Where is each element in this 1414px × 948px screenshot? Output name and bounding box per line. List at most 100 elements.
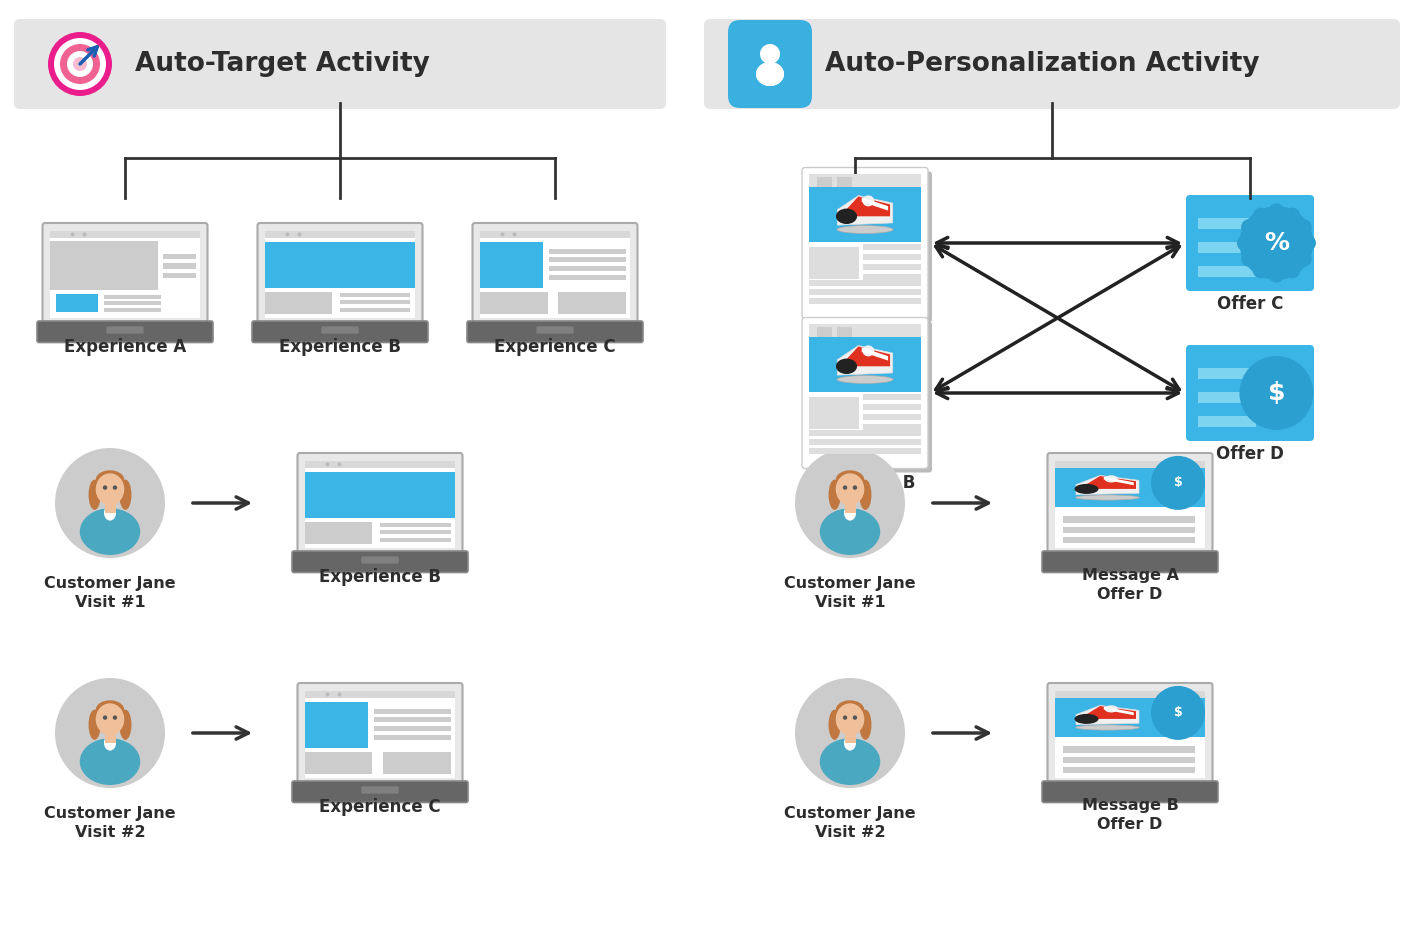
- Circle shape: [1295, 219, 1312, 235]
- FancyBboxPatch shape: [864, 404, 921, 410]
- FancyBboxPatch shape: [252, 321, 428, 342]
- FancyBboxPatch shape: [806, 172, 932, 322]
- FancyBboxPatch shape: [549, 275, 625, 280]
- Circle shape: [286, 232, 290, 236]
- FancyBboxPatch shape: [1062, 537, 1195, 543]
- Circle shape: [1253, 262, 1268, 279]
- Circle shape: [74, 57, 88, 71]
- Ellipse shape: [837, 226, 894, 233]
- FancyBboxPatch shape: [1062, 526, 1195, 533]
- FancyBboxPatch shape: [1186, 345, 1314, 441]
- FancyBboxPatch shape: [305, 461, 455, 468]
- FancyBboxPatch shape: [49, 241, 158, 290]
- FancyBboxPatch shape: [549, 258, 625, 263]
- Circle shape: [1240, 356, 1314, 430]
- Circle shape: [54, 38, 106, 90]
- Ellipse shape: [105, 505, 116, 520]
- Text: Auto-Target Activity: Auto-Target Activity: [134, 51, 430, 77]
- FancyBboxPatch shape: [472, 223, 638, 325]
- FancyBboxPatch shape: [373, 735, 451, 739]
- FancyBboxPatch shape: [339, 308, 410, 312]
- Text: $: $: [1174, 477, 1182, 489]
- Circle shape: [48, 32, 112, 96]
- Circle shape: [843, 716, 847, 720]
- Polygon shape: [861, 347, 888, 360]
- FancyBboxPatch shape: [536, 326, 574, 334]
- Polygon shape: [1076, 705, 1140, 724]
- FancyBboxPatch shape: [105, 732, 116, 743]
- Text: $: $: [1174, 706, 1182, 720]
- FancyBboxPatch shape: [105, 501, 116, 513]
- FancyBboxPatch shape: [293, 781, 468, 803]
- FancyBboxPatch shape: [305, 690, 455, 699]
- FancyBboxPatch shape: [42, 223, 208, 325]
- FancyBboxPatch shape: [809, 337, 921, 392]
- Text: Experience B: Experience B: [279, 338, 402, 356]
- Circle shape: [1284, 262, 1301, 279]
- Ellipse shape: [836, 473, 864, 505]
- Ellipse shape: [96, 701, 124, 720]
- Ellipse shape: [860, 480, 871, 510]
- FancyBboxPatch shape: [380, 531, 451, 535]
- Ellipse shape: [79, 738, 140, 785]
- Ellipse shape: [836, 209, 857, 224]
- Text: Message B
Offer D: Message B Offer D: [1082, 798, 1178, 831]
- Ellipse shape: [829, 710, 841, 739]
- Circle shape: [82, 232, 86, 236]
- Circle shape: [55, 448, 165, 558]
- Text: Message B: Message B: [814, 473, 915, 491]
- FancyBboxPatch shape: [479, 230, 631, 318]
- Circle shape: [71, 232, 75, 236]
- Circle shape: [501, 232, 505, 236]
- FancyBboxPatch shape: [105, 308, 161, 312]
- Circle shape: [113, 485, 117, 490]
- Ellipse shape: [96, 473, 124, 505]
- Ellipse shape: [844, 505, 855, 520]
- Circle shape: [103, 716, 107, 720]
- Circle shape: [512, 232, 516, 236]
- Polygon shape: [1079, 706, 1135, 719]
- Circle shape: [59, 44, 100, 84]
- Ellipse shape: [96, 703, 124, 736]
- Text: Experience C: Experience C: [320, 798, 441, 816]
- FancyBboxPatch shape: [1055, 690, 1205, 778]
- FancyBboxPatch shape: [549, 248, 625, 253]
- FancyBboxPatch shape: [1062, 516, 1195, 522]
- Circle shape: [103, 485, 107, 490]
- FancyBboxPatch shape: [837, 177, 853, 187]
- Ellipse shape: [829, 480, 841, 510]
- FancyBboxPatch shape: [380, 523, 451, 527]
- Ellipse shape: [837, 375, 894, 384]
- FancyBboxPatch shape: [1198, 218, 1256, 229]
- Circle shape: [1241, 219, 1257, 235]
- FancyBboxPatch shape: [1198, 392, 1256, 403]
- Ellipse shape: [1076, 495, 1140, 501]
- FancyBboxPatch shape: [704, 19, 1400, 109]
- FancyBboxPatch shape: [1042, 781, 1217, 803]
- Text: $: $: [1267, 381, 1285, 405]
- FancyBboxPatch shape: [864, 244, 921, 249]
- FancyBboxPatch shape: [1055, 461, 1205, 548]
- Text: Customer Jane
Visit #2: Customer Jane Visit #2: [44, 806, 175, 840]
- FancyBboxPatch shape: [817, 177, 831, 187]
- Ellipse shape: [836, 701, 864, 720]
- Ellipse shape: [836, 470, 864, 489]
- FancyBboxPatch shape: [809, 396, 860, 428]
- FancyBboxPatch shape: [1062, 757, 1195, 763]
- Circle shape: [795, 448, 905, 558]
- Polygon shape: [1104, 477, 1134, 485]
- FancyBboxPatch shape: [264, 292, 332, 314]
- Polygon shape: [861, 197, 888, 210]
- Text: Customer Jane
Visit #1: Customer Jane Visit #1: [785, 576, 916, 610]
- FancyBboxPatch shape: [864, 264, 921, 269]
- Ellipse shape: [820, 738, 881, 785]
- FancyBboxPatch shape: [163, 253, 195, 259]
- FancyBboxPatch shape: [1042, 551, 1217, 573]
- FancyBboxPatch shape: [809, 280, 921, 285]
- Text: Offer D: Offer D: [1216, 445, 1284, 463]
- Ellipse shape: [756, 62, 783, 86]
- FancyBboxPatch shape: [264, 242, 414, 288]
- Ellipse shape: [79, 508, 140, 555]
- Ellipse shape: [89, 710, 100, 739]
- Circle shape: [1295, 250, 1312, 266]
